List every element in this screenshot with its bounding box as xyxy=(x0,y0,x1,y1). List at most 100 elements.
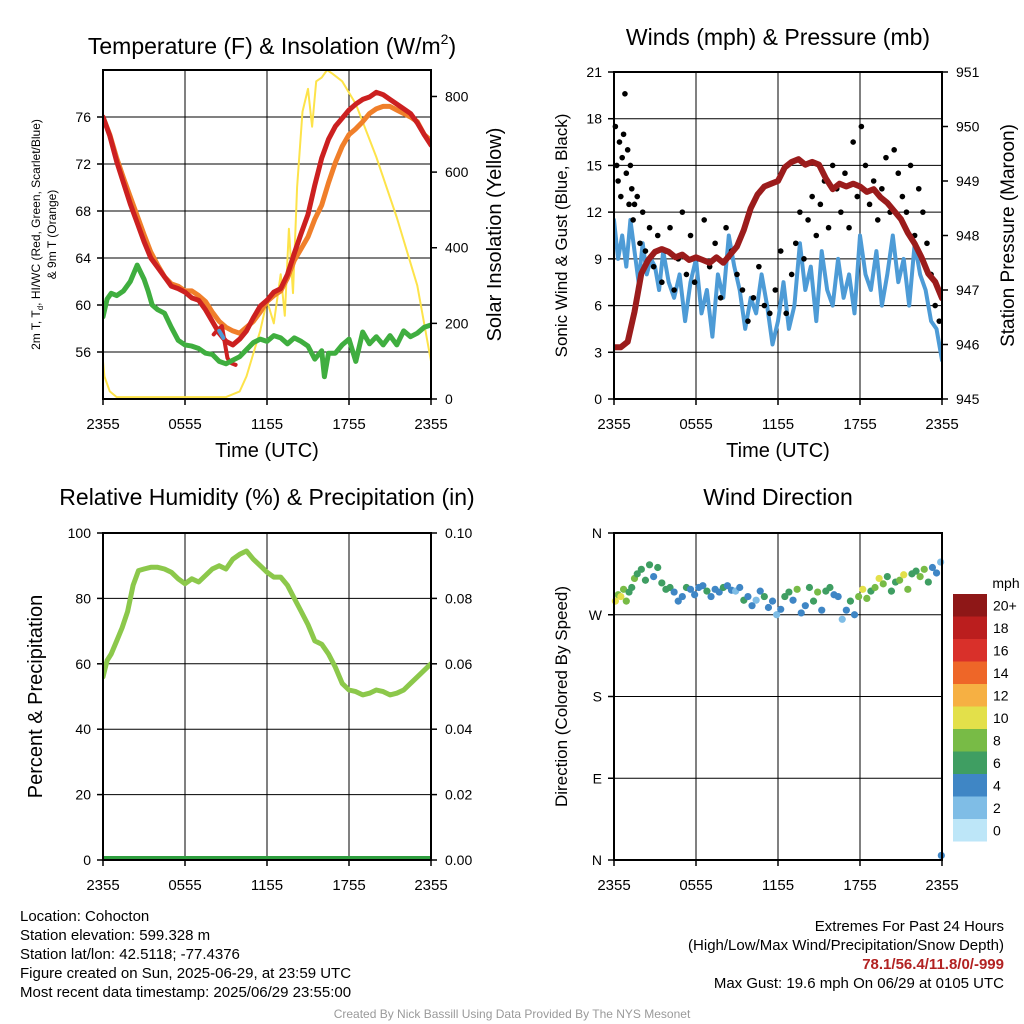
gust-point xyxy=(874,217,881,223)
direction-point xyxy=(879,580,887,588)
direction-ytick-label: N xyxy=(592,525,602,541)
gust-point xyxy=(630,217,636,223)
wind-xtick-label: 1155 xyxy=(762,416,794,433)
wind-xtick-label: 2355 xyxy=(597,416,630,433)
wind-y2tick-label: 951 xyxy=(956,64,980,80)
gust-point xyxy=(842,170,848,177)
direction-point xyxy=(896,576,904,584)
humidity-frame xyxy=(102,532,432,861)
gust-point xyxy=(679,209,686,215)
gust-point xyxy=(809,193,815,200)
gust-point xyxy=(936,318,943,324)
direction-ytick-label: W xyxy=(589,607,603,623)
wind-title: Winds (mph) & Pressure (mb) xyxy=(626,24,930,50)
direction-point xyxy=(764,603,773,612)
direction-point xyxy=(834,592,842,601)
temp-panel: 2355 0555 1155 1755 2355 56 60 64 68 72 76 0 200 400 6… xyxy=(29,31,506,462)
temp-ytick-label: 68 xyxy=(75,203,91,219)
gust-point xyxy=(825,224,832,231)
direction-point xyxy=(628,583,636,592)
direction-point xyxy=(744,592,752,601)
direction-point xyxy=(846,597,855,605)
gust-point xyxy=(745,318,751,324)
gust-point xyxy=(671,287,677,293)
direction-point xyxy=(850,611,859,619)
gust-point xyxy=(915,185,922,192)
direction-point xyxy=(736,583,744,592)
direction-point xyxy=(916,573,924,581)
gust-point xyxy=(618,193,624,200)
gust-point xyxy=(870,178,877,184)
station-location: Location: Cohocton xyxy=(20,908,150,925)
temp-ylabel-b: , HI/WC (Red, Green, Scarlet/Blue) xyxy=(29,119,43,306)
temp-ylabel-a: 2m T, T xyxy=(29,310,43,350)
temp-y2tick-label: 0 xyxy=(445,391,453,407)
direction-xtick-label: 2355 xyxy=(925,877,958,894)
wind-xtick-label: 0555 xyxy=(679,416,712,433)
wind-ytick-label: 6 xyxy=(594,298,602,314)
gust-point xyxy=(805,217,811,223)
colorbar-label: 2 xyxy=(993,800,1001,816)
gust-point xyxy=(767,310,773,317)
colorbar-swatch xyxy=(953,594,987,617)
direction-point xyxy=(641,576,650,584)
station-info: Location: Cohocton Station elevation: 59… xyxy=(20,907,351,1002)
temp-xtick-label: 1155 xyxy=(251,416,283,433)
gust-point xyxy=(628,185,635,192)
colorbar-label: 16 xyxy=(993,642,1009,658)
gust-point xyxy=(801,256,807,262)
direction-point xyxy=(654,563,662,572)
direction-point xyxy=(785,588,793,596)
colorbar-swatch xyxy=(953,661,987,684)
extremes-title: Extremes For Past 24 Hours xyxy=(814,918,1004,935)
colorbar-label: 14 xyxy=(993,665,1009,681)
max-gust: Max Gust: 19.6 mph On 06/29 at 0105 UTC xyxy=(713,975,1004,992)
wind-ytick-label: 21 xyxy=(586,64,602,80)
gust-point xyxy=(616,139,623,145)
direction-xtick-label: 2355 xyxy=(597,877,630,894)
direction-point xyxy=(863,594,871,603)
temp-y2tick-label: 600 xyxy=(445,164,469,180)
gust-point xyxy=(858,123,865,130)
wind-y2tick-label: 949 xyxy=(956,173,980,189)
wind-ytick-label: 9 xyxy=(594,251,602,267)
humidity-ytick-label: 80 xyxy=(75,590,91,606)
gust-point xyxy=(777,248,784,254)
colorbar-swatch xyxy=(953,819,987,842)
temp-series-solar xyxy=(103,70,431,399)
gust-point xyxy=(659,279,665,286)
gust-point xyxy=(850,139,856,145)
gust-point xyxy=(792,240,799,247)
direction-point xyxy=(801,602,809,610)
humidity-y2tick-label: 0.06 xyxy=(445,656,472,672)
direction-point xyxy=(842,606,850,614)
gust-point xyxy=(932,302,938,309)
gust-point xyxy=(712,240,718,247)
gust-point xyxy=(626,201,632,208)
gust-point xyxy=(920,209,926,215)
gust-point xyxy=(639,209,646,215)
temp-ylabel: 2m T, Td, HI/WC (Red, Green, Scarlet/Blu… xyxy=(29,119,45,350)
gust-point xyxy=(813,232,820,239)
gust-point xyxy=(615,178,621,184)
gust-point xyxy=(717,294,724,301)
direction-point xyxy=(622,597,630,605)
temp-xlabel: Time (UTC) xyxy=(215,440,319,462)
gust-point xyxy=(634,193,641,200)
station-latlon: Station lat/lon: 42.5118; -77.4376 xyxy=(20,946,240,963)
wind-xlabel: Time (UTC) xyxy=(726,440,830,462)
colorbar-title: mph xyxy=(992,575,1019,591)
wind-y2tick-label: 950 xyxy=(956,119,980,135)
direction-point xyxy=(818,606,826,614)
gust-point xyxy=(723,224,729,231)
wind-y2tick-label: 947 xyxy=(956,282,980,298)
gust-point xyxy=(838,209,844,215)
gust-point xyxy=(619,154,625,161)
gust-point xyxy=(642,248,649,254)
temp-y2tick-label: 200 xyxy=(445,315,469,331)
direction-point xyxy=(699,582,707,590)
temp-ytick-label: 56 xyxy=(75,344,91,360)
direction-point xyxy=(670,588,678,596)
gust-point xyxy=(646,224,653,231)
direction-point xyxy=(773,611,781,619)
